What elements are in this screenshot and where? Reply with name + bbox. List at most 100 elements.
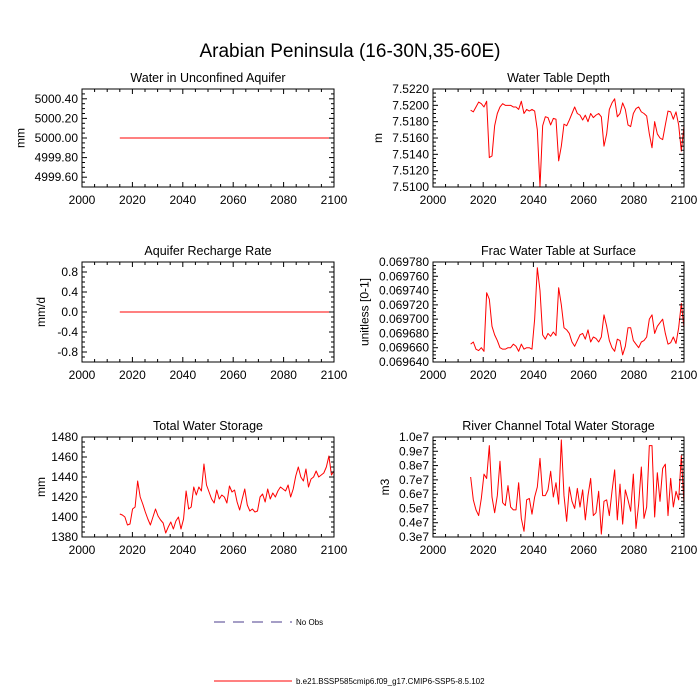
water-in-unconfined-aquifer-x-tick-label: 2040 <box>169 193 196 207</box>
water-table-depth-y-tick-label: 7.5200 <box>392 98 429 112</box>
frac-water-table-at-surface-title: Frac Water Table at Surface <box>481 244 636 258</box>
frac-water-table-at-surface-x-tick-label: 2060 <box>570 368 597 382</box>
aquifer-recharge-rate-chart: Aquifer Recharge Rate 2000 2020 2040 2060 208… <box>34 244 348 382</box>
frac-water-table-at-surface-y-tick-label: 0.069640 <box>379 355 429 369</box>
aquifer-recharge-rate-y-tick-label: -0.8 <box>57 345 78 359</box>
frac-water-table-at-surface-y-tick-label: 0.069660 <box>379 341 429 355</box>
river-channel-total-water-storage-y-tick-label: 0.6e7 <box>399 487 429 501</box>
water-table-depth-y-axis-label: m <box>371 133 385 143</box>
aquifer-recharge-rate-x-tick-label: 2020 <box>119 368 146 382</box>
aquifer-recharge-rate-x-tick-label: 2000 <box>69 368 96 382</box>
total-water-storage-x-tick-label: 2000 <box>69 543 96 557</box>
water-table-depth-chart: Water Table Depth 2000 2020 2040 2060 2080 210… <box>371 71 697 207</box>
legend: No Obs b.e21.BSSP585cmip6.f09_g17.CMIP6-… <box>214 618 485 686</box>
water-in-unconfined-aquifer-y-tick-label: 4999.60 <box>35 170 79 184</box>
total-water-storage-series-line-0 <box>119 455 335 534</box>
water-table-depth-y-tick-label: 7.5140 <box>392 147 429 161</box>
frac-water-table-at-surface-x-tick-label: 2080 <box>620 368 647 382</box>
frac-water-table-at-surface-y-tick-label: 0.069700 <box>379 312 429 326</box>
aquifer-recharge-rate-y-tick-label: 0.4 <box>61 285 78 299</box>
river-channel-total-water-storage-y-tick-label: 0.4e7 <box>399 516 429 530</box>
water-in-unconfined-aquifer-y-tick-label: 5000.00 <box>35 131 79 145</box>
frac-water-table-at-surface-y-tick-label: 0.069760 <box>379 269 429 283</box>
frac-water-table-at-surface-y-tick-label: 0.069740 <box>379 284 429 298</box>
frac-water-table-at-surface-plot-frame <box>432 261 685 363</box>
river-channel-total-water-storage-x-tick-label: 2040 <box>520 543 547 557</box>
total-water-storage-x-tick-label: 2100 <box>321 543 348 557</box>
water-table-depth-x-tick-label: 2020 <box>470 193 497 207</box>
aquifer-recharge-rate-y-axis-label: mm/d <box>34 297 48 327</box>
frac-water-table-at-surface-y-axis-label: unitless [0-1] <box>358 278 372 346</box>
water-in-unconfined-aquifer-x-tick-label: 2060 <box>220 193 247 207</box>
aquifer-recharge-rate-y-tick-label: 0.0 <box>61 305 78 319</box>
water-in-unconfined-aquifer-x-tick-label: 2080 <box>270 193 297 207</box>
water-table-depth-x-tick-label: 2100 <box>671 193 698 207</box>
total-water-storage-y-tick-label: 1460 <box>51 450 78 464</box>
chart-panels: Water in Unconfined Aquifer 2000 2020 2040 2… <box>13 71 697 557</box>
aquifer-recharge-rate-y-tick-label: -0.4 <box>57 325 78 339</box>
total-water-storage-title: Total Water Storage <box>153 419 263 433</box>
legend-label-model-run: b.e21.BSSP585cmip6.f09_g17.CMIP6-SSP5-8.… <box>296 677 485 686</box>
river-channel-total-water-storage-y-axis-label: m3 <box>378 478 392 495</box>
river-channel-total-water-storage-y-tick-label: 0.5e7 <box>399 501 429 515</box>
water-in-unconfined-aquifer-y-axis-label: mm <box>13 128 27 148</box>
legend-label-no-obs: No Obs <box>296 618 323 627</box>
river-channel-total-water-storage-plot-frame <box>432 436 685 538</box>
river-channel-total-water-storage-x-tick-label: 2060 <box>570 543 597 557</box>
total-water-storage-y-tick-label: 1380 <box>51 530 78 544</box>
water-table-depth-x-tick-label: 2040 <box>520 193 547 207</box>
river-channel-total-water-storage-y-tick-label: 1.0e7 <box>399 430 429 444</box>
water-table-depth-y-tick-label: 7.5220 <box>392 82 429 96</box>
water-in-unconfined-aquifer-x-tick-label: 2100 <box>321 193 348 207</box>
aquifer-recharge-rate-x-tick-label: 2080 <box>270 368 297 382</box>
aquifer-recharge-rate-y-tick-label: 0.8 <box>61 265 78 279</box>
water-in-unconfined-aquifer-y-tick-label: 5000.40 <box>35 92 79 106</box>
frac-water-table-at-surface-series-line-0 <box>470 267 685 356</box>
frac-water-table-at-surface-x-tick-label: 2100 <box>671 368 698 382</box>
water-table-depth-title: Water Table Depth <box>507 71 610 85</box>
water-table-depth-x-tick-label: 2000 <box>420 193 447 207</box>
water-table-depth-x-tick-label: 2060 <box>570 193 597 207</box>
total-water-storage-y-tick-label: 1440 <box>51 470 78 484</box>
water-table-depth-x-tick-label: 2080 <box>620 193 647 207</box>
aquifer-recharge-rate-x-tick-label: 2040 <box>169 368 196 382</box>
total-water-storage-y-tick-label: 1400 <box>51 510 78 524</box>
water-table-depth-y-tick-label: 7.5120 <box>392 164 429 178</box>
aquifer-recharge-rate-title: Aquifer Recharge Rate <box>144 244 271 258</box>
river-channel-total-water-storage-x-tick-label: 2020 <box>470 543 497 557</box>
frac-water-table-at-surface-y-tick-label: 0.069680 <box>379 326 429 340</box>
water-in-unconfined-aquifer-x-tick-label: 2020 <box>119 193 146 207</box>
frac-water-table-at-surface-x-tick-label: 2040 <box>520 368 547 382</box>
frac-water-table-at-surface-y-tick-label: 0.069720 <box>379 298 429 312</box>
frac-water-table-at-surface-x-tick-label: 2000 <box>420 368 447 382</box>
frac-water-table-at-surface-x-tick-label: 2020 <box>470 368 497 382</box>
river-channel-total-water-storage-series-line-0 <box>470 439 685 535</box>
water-in-unconfined-aquifer-title: Water in Unconfined Aquifer <box>130 71 285 85</box>
total-water-storage-x-tick-label: 2060 <box>220 543 247 557</box>
frac-water-table-at-surface-chart: Frac Water Table at Surface 2000 2020 2040 2… <box>358 244 698 382</box>
water-in-unconfined-aquifer-y-tick-label: 5000.20 <box>35 111 79 125</box>
water-table-depth-plot-frame <box>432 88 685 188</box>
total-water-storage-y-axis-label: mm <box>34 477 48 497</box>
aquifer-recharge-rate-x-tick-label: 2060 <box>220 368 247 382</box>
water-in-unconfined-aquifer-x-tick-label: 2000 <box>69 193 96 207</box>
total-water-storage-x-tick-label: 2020 <box>119 543 146 557</box>
aquifer-recharge-rate-x-tick-label: 2100 <box>321 368 348 382</box>
water-table-depth-series-line-0 <box>470 98 685 188</box>
total-water-storage-y-tick-label: 1480 <box>51 430 78 444</box>
water-in-unconfined-aquifer-chart: Water in Unconfined Aquifer 2000 2020 2040 2… <box>13 71 347 207</box>
water-table-depth-y-tick-label: 7.5160 <box>392 131 429 145</box>
frac-water-table-at-surface-y-tick-label: 0.069780 <box>379 255 429 269</box>
figure-title: Arabian Peninsula (16-30N,35-60E) <box>199 41 500 62</box>
total-water-storage-y-tick-label: 1420 <box>51 490 78 504</box>
water-table-depth-y-tick-label: 7.5180 <box>392 115 429 129</box>
river-channel-total-water-storage-y-tick-label: 0.9e7 <box>399 444 429 458</box>
river-channel-total-water-storage-x-tick-label: 2100 <box>671 543 698 557</box>
water-table-depth-y-tick-label: 7.5100 <box>392 180 429 194</box>
river-channel-total-water-storage-chart: River Channel Total Water Storage 2000 202… <box>378 419 698 557</box>
river-channel-total-water-storage-x-tick-label: 2080 <box>620 543 647 557</box>
water-in-unconfined-aquifer-y-tick-label: 4999.80 <box>35 151 79 165</box>
river-channel-total-water-storage-x-tick-label: 2000 <box>420 543 447 557</box>
river-channel-total-water-storage-y-tick-label: 0.7e7 <box>399 473 429 487</box>
